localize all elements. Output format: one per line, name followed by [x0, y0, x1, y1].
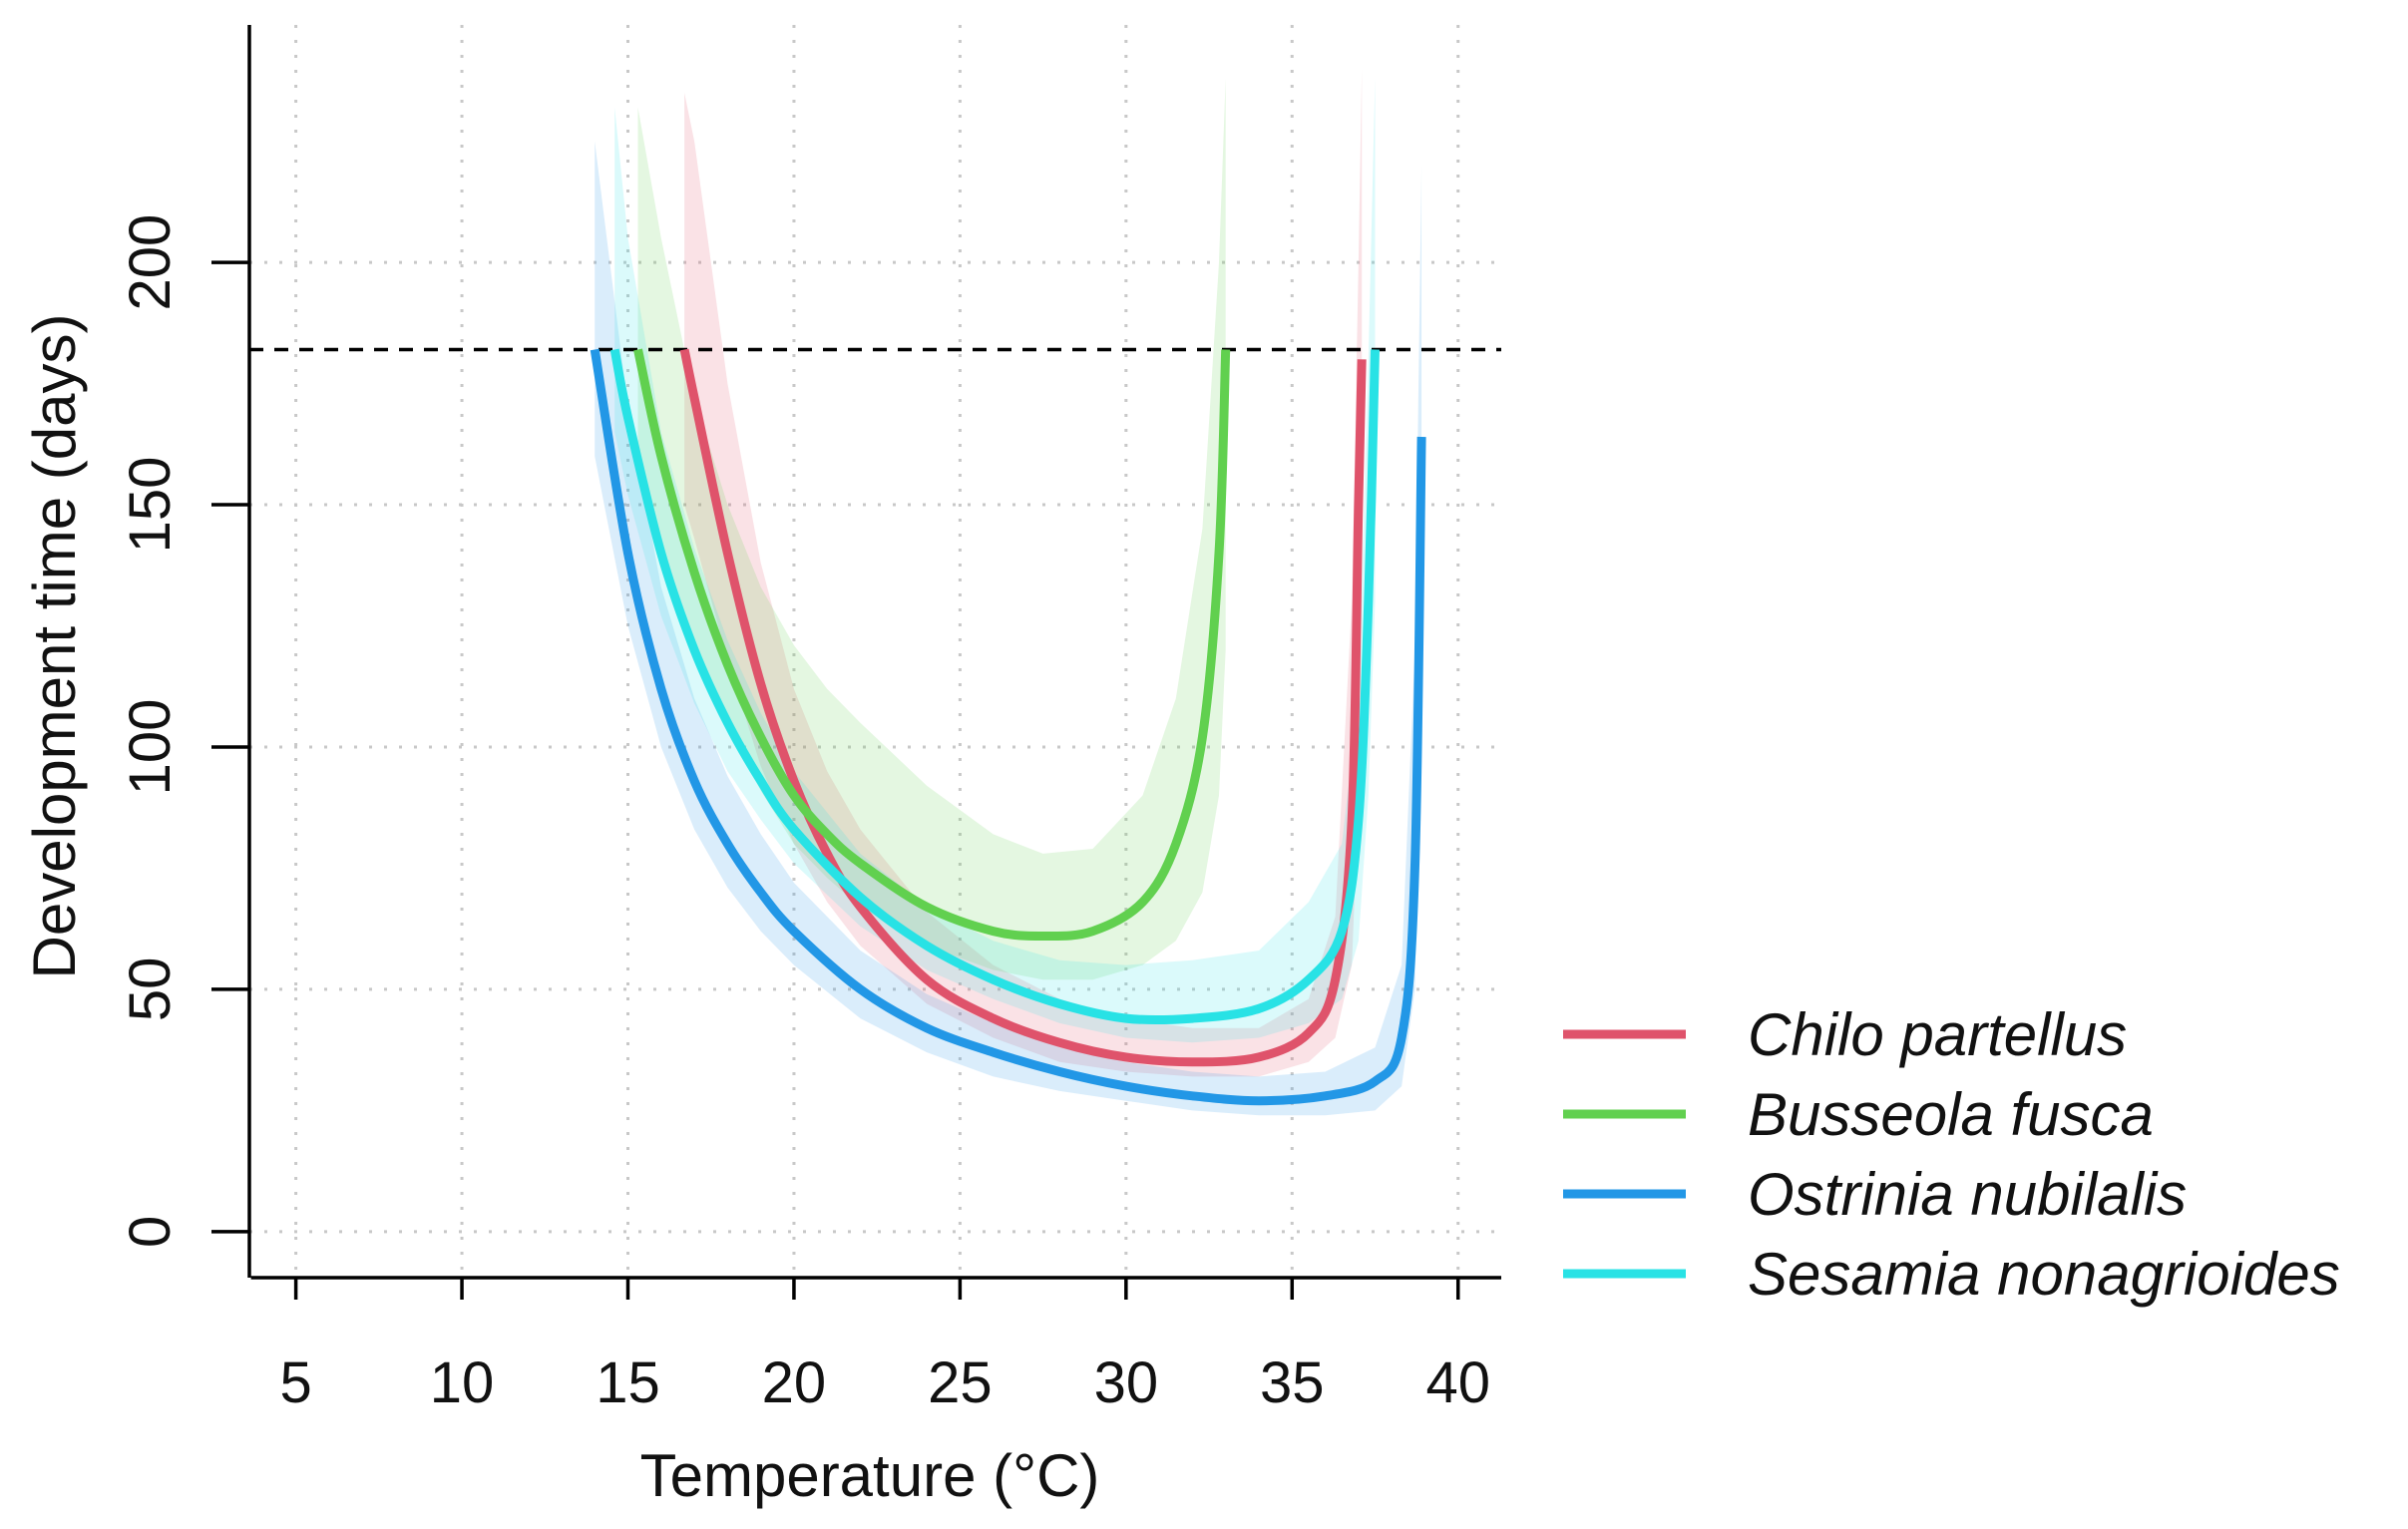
- x-axis-title: Temperature (°C): [640, 1442, 1100, 1509]
- line-chilo-partellus: [679, 348, 1367, 1067]
- y-tick-label-50: 50: [118, 957, 183, 1022]
- x-tick-label-10: 10: [430, 1350, 495, 1415]
- y-tick-label-100: 100: [118, 699, 183, 796]
- y-axis-title: Development time (days): [21, 314, 88, 979]
- line-busseola-fusca: [633, 348, 1231, 942]
- x-tick-label-35: 35: [1260, 1350, 1325, 1415]
- x-tick-label-30: 30: [1094, 1350, 1159, 1415]
- series-lines: [590, 348, 1426, 1106]
- x-tick-label-20: 20: [762, 1350, 827, 1415]
- legend-label-chilo-partellus: Chilo partellus: [1748, 1001, 2127, 1068]
- confidence-bands: [595, 68, 1422, 1116]
- legend-label-ostrinia-nubilalis: Ostrinia nubilalis: [1748, 1161, 2187, 1228]
- band-chilo-partellus: [684, 68, 1363, 1077]
- x-tick-label-40: 40: [1425, 1350, 1490, 1415]
- axes: 5 10 15 20 25 30 35 40 0 50 100 150 200: [118, 25, 1501, 1415]
- line-ostrinia-nubilalis: [590, 348, 1426, 1106]
- y-tick-label-150: 150: [118, 457, 183, 554]
- x-tick-label-15: 15: [596, 1350, 660, 1415]
- line-sesamia-nonagrioides: [609, 348, 1380, 1025]
- legend-label-sesamia-nonagrioides: Sesamia nonagrioides: [1748, 1241, 2340, 1308]
- legend: Chilo partellus Busseola fusca Ostrinia nu…: [1563, 1001, 2340, 1308]
- legend-label-busseola-fusca: Busseola fusca: [1748, 1081, 2154, 1148]
- y-tick-label-200: 200: [118, 214, 183, 311]
- x-tick-label-5: 5: [279, 1350, 311, 1415]
- x-tick-label-25: 25: [928, 1350, 993, 1415]
- y-tick-label-0: 0: [118, 1216, 183, 1248]
